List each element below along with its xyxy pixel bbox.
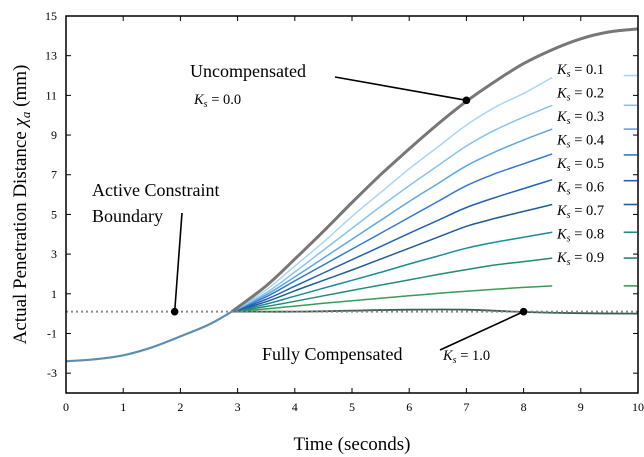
ks-symbol: K: [556, 86, 568, 102]
ks-value: = 0.2: [571, 86, 605, 102]
x-tick-label: 3: [235, 400, 241, 414]
ks-subscript: s: [567, 93, 571, 104]
ks-subscript: s: [567, 234, 571, 245]
ks-label: Ks = 0.2: [556, 86, 604, 104]
x-tick-label: 2: [177, 400, 183, 414]
fully-compensated-marker: [519, 307, 528, 316]
ks-series-line: [231, 153, 553, 313]
ks-series-line: [231, 285, 553, 313]
ks-value: = 0.1: [571, 62, 605, 78]
ks-subscript: s: [567, 163, 571, 174]
ks-subscript: s: [567, 187, 571, 198]
uncompensated-marker: [462, 96, 471, 105]
ks-symbol: K: [556, 109, 568, 125]
ks-symbol: K: [442, 348, 454, 364]
ks-value: = 0.4: [571, 133, 605, 149]
ks-symbol: K: [556, 180, 568, 196]
y-tick-label: 13: [45, 49, 57, 63]
y-axis-label-unit: (mm): [10, 65, 31, 112]
ks-symbol: K: [556, 133, 568, 149]
ks-subscript: s: [204, 99, 208, 110]
x-tick-label: 1: [120, 400, 126, 414]
y-axis-label-variable: χ: [10, 117, 31, 128]
ks-label: Ks = 0.1: [556, 62, 604, 80]
fully-compensated-series-line: [231, 308, 639, 315]
ks-label: Ks = 0.8: [556, 227, 604, 245]
ks-value: = 0.3: [571, 109, 605, 125]
y-tick-label: -3: [47, 366, 57, 380]
y-tick-label: 7: [51, 168, 57, 182]
ks-symbol: K: [556, 227, 568, 243]
y-axis-label-subscript: a: [18, 111, 33, 118]
ks-label: Ks = 0.3: [556, 109, 604, 127]
y-axis-label: Actual Penetration Distance χa (mm): [10, 65, 33, 345]
ks-series-line: [231, 231, 553, 313]
ks-value: = 0.8: [571, 227, 605, 243]
ks-label: Ks = 0.4: [556, 133, 605, 151]
ks-series-line: [231, 178, 553, 313]
ks-subscript: s: [567, 210, 571, 221]
constraint-boundary-label-line2: Boundary: [92, 206, 163, 226]
ks-label: Ks = 0.7: [556, 203, 604, 221]
ks-label: Ks = 0.9: [556, 250, 604, 268]
uncompensated-label: Uncompensated: [190, 61, 306, 81]
fully-compensated-ks-label: Ks = 1.0: [442, 348, 490, 366]
y-tick-label: 3: [51, 247, 57, 261]
ks-subscript: s: [567, 116, 571, 127]
series-layer: [65, 27, 639, 363]
constraint-boundary-marker: [170, 307, 179, 316]
ks-symbol: K: [556, 203, 568, 219]
ks-value: = 0.7: [571, 203, 605, 219]
ks-symbol: K: [556, 156, 568, 172]
uncompensated-leader-line: [334, 76, 467, 102]
y-tick-label: 5: [51, 207, 57, 221]
y-tick-label: 11: [45, 88, 57, 102]
ks-symbol: K: [193, 92, 205, 108]
ks-series-line: [231, 203, 553, 313]
uncompensated-ks-label: Ks = 0.0: [193, 92, 241, 110]
fully-compensated-leader-line: [439, 310, 524, 351]
uncompensated-series-line: [230, 27, 639, 313]
ks-value: = 1.0: [457, 348, 491, 364]
ks-symbol: K: [556, 250, 568, 266]
y-axis-label-prefix: Actual Penetration Distance: [10, 126, 31, 344]
ks-series-line: [231, 104, 553, 313]
x-axis-label: Time (seconds): [294, 434, 411, 455]
ks-subscript: s: [567, 140, 571, 151]
ks-subscript: s: [567, 257, 571, 268]
fully-compensated-label: Fully Compensated: [262, 344, 403, 364]
annotation-layer: Ks = 0.1Ks = 0.2Ks = 0.3Ks = 0.4Ks = 0.5…: [92, 61, 605, 366]
y-tick-label: 1: [51, 287, 57, 301]
x-tick-label: 5: [349, 400, 355, 414]
ks-value: = 0.9: [571, 250, 605, 266]
ks-label: Ks = 0.5: [556, 156, 604, 174]
y-tick-label: 9: [51, 128, 57, 142]
y-tick-label: -1: [47, 326, 57, 340]
ks-subscript: s: [453, 355, 457, 366]
y-tick-label: 15: [45, 9, 57, 23]
x-tick-label: 0: [63, 400, 69, 414]
x-tick-label: 9: [578, 400, 584, 414]
ks-symbol: K: [556, 62, 568, 78]
constraint-boundary-label-line1: Active Constraint: [92, 180, 219, 200]
x-tick-label: 10: [632, 400, 644, 414]
x-tick-label: 4: [292, 400, 298, 414]
x-tick-label: 8: [521, 400, 527, 414]
ks-label: Ks = 0.6: [556, 180, 604, 198]
ks-series-line: [231, 76, 553, 313]
ks-series-line: [231, 128, 553, 313]
ks-value: = 0.6: [571, 180, 605, 196]
legend-stub-layer: [623, 74, 637, 287]
x-tick-label: 6: [406, 400, 412, 414]
x-tick-label: 7: [463, 400, 469, 414]
ks-value: = 0.5: [571, 156, 605, 172]
pre-contact-trajectory: [65, 310, 233, 363]
ks-value: = 0.0: [208, 92, 242, 108]
ks-series-line: [231, 257, 553, 313]
constraint-boundary-leader-line: [173, 212, 183, 312]
ks-subscript: s: [567, 69, 571, 80]
